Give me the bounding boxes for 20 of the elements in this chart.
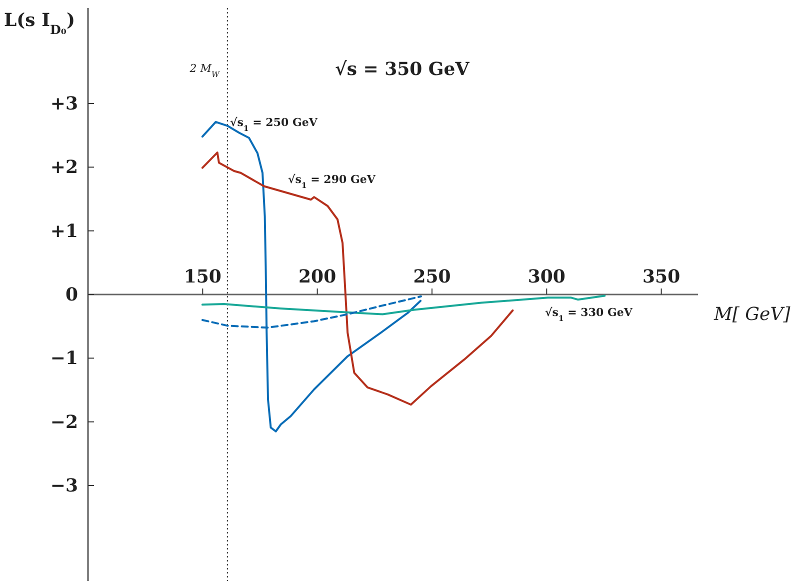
y-tick-label: −1 bbox=[50, 348, 78, 370]
y-tick-label: 0 bbox=[65, 284, 78, 306]
y-axis-title: L(s I$_{D₀}$) bbox=[4, 10, 75, 36]
series-label: √s$_{1}$ = 250 GeV bbox=[230, 116, 318, 132]
series-label: √s$_{1}$ = 330 GeV bbox=[545, 306, 633, 322]
x-tick-label: 300 bbox=[528, 266, 566, 288]
x-tick-label: 250 bbox=[413, 266, 451, 288]
y-tick-label: −2 bbox=[50, 412, 78, 433]
x-tick-label: 150 bbox=[184, 266, 222, 288]
y-tick-label: +2 bbox=[50, 157, 78, 178]
y-tick-label: +1 bbox=[50, 220, 78, 242]
x-tick-label: 350 bbox=[642, 266, 680, 288]
line-series bbox=[201, 294, 606, 316]
text: √s = 350 GeV bbox=[335, 59, 470, 80]
series-label: √s$_{1}$ = 290 GeV bbox=[288, 173, 376, 190]
y-tick-label: −3 bbox=[50, 476, 78, 496]
x-axis-title: M[ GeV] bbox=[713, 304, 792, 325]
ref-line-label: 2 M$_{W}$ bbox=[188, 62, 221, 78]
y-tick-label: +3 bbox=[50, 94, 78, 114]
x-tick-label: 200 bbox=[298, 266, 336, 288]
